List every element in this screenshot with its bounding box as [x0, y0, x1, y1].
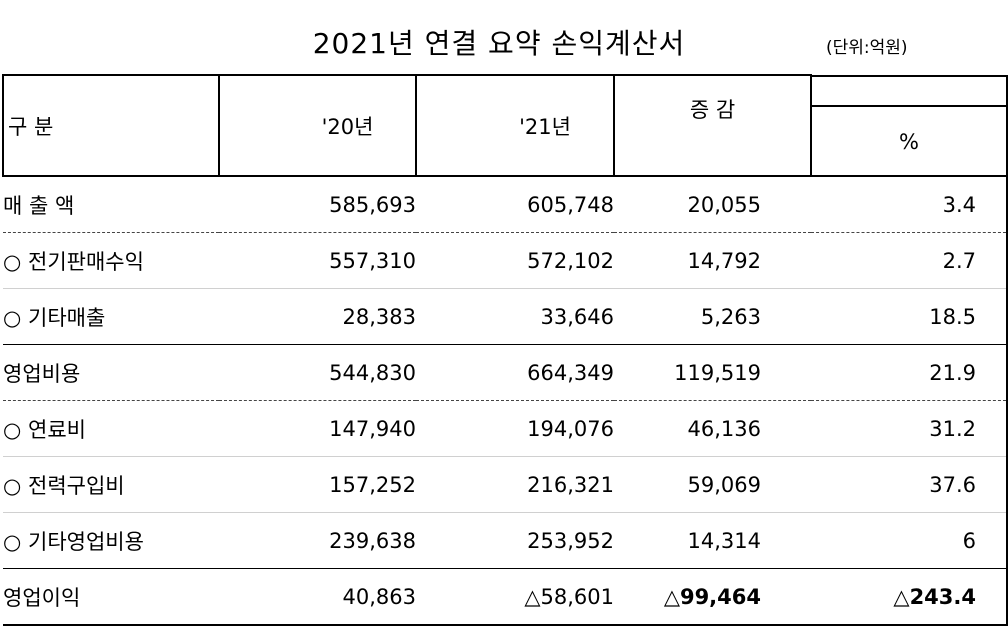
- value-2020: 557,310: [219, 232, 416, 289]
- value-percent: 31.2: [811, 400, 1008, 457]
- header-2020: '20년: [218, 74, 416, 177]
- value-change: 14,792: [614, 232, 811, 289]
- table-row: ○ 전력구입비 157,252 216,321 59,069 37.6: [3, 456, 1008, 513]
- income-statement-table: 구 분 '20년 '21년 증 감 % 매 출 액 585,693 605,74…: [2, 74, 1008, 626]
- value-percent: △243.4: [811, 568, 1008, 626]
- row-label: ○ 기타영업비용: [3, 512, 219, 569]
- value-2020: 544,830: [219, 344, 416, 401]
- table-row: ○ 기타영업비용 239,638 253,952 14,314 6: [3, 512, 1008, 569]
- value-percent: 21.9: [811, 344, 1008, 401]
- value-2021: 33,646: [416, 288, 614, 345]
- table-row: ○ 연료비 147,940 194,076 46,136 31.2: [3, 400, 1008, 457]
- header-2021: '21년: [415, 74, 614, 177]
- value-2020: 157,252: [219, 456, 416, 513]
- value-2021: 194,076: [416, 400, 614, 457]
- header-percent-top-rule: [812, 75, 1006, 77]
- value-2020: 40,863: [219, 568, 416, 626]
- value-2020: 239,638: [219, 512, 416, 569]
- unit-label: (단위:억원): [826, 38, 908, 58]
- value-2021: △58,601: [416, 568, 614, 626]
- value-2021: 605,748: [416, 176, 614, 233]
- row-label: ○ 전력구입비: [3, 456, 219, 513]
- page-title-text: 2021년 연결 요약 손익계산서: [312, 27, 686, 60]
- table-row: ○ 전기판매수익 557,310 572,102 14,792 2.7: [3, 232, 1008, 289]
- value-percent: 2.7: [811, 232, 1008, 289]
- value-change: 14,314: [614, 512, 811, 569]
- value-percent: 37.6: [811, 456, 1008, 513]
- row-label: 영업이익: [3, 568, 219, 626]
- value-2020: 147,940: [219, 400, 416, 457]
- value-percent: 3.4: [811, 176, 1008, 233]
- header-change: 증 감: [613, 74, 811, 177]
- header-row: 구 분 '20년 '21년 증 감 %: [2, 74, 1008, 177]
- value-2021: 216,321: [416, 456, 614, 513]
- value-2021: 664,349: [416, 344, 614, 401]
- page-title: 2021년 연결 요약 손익계산서: [0, 22, 1008, 62]
- table-row: 영업비용 544,830 664,349 119,519 21.9: [3, 344, 1008, 401]
- row-label: 매 출 액: [3, 176, 219, 233]
- value-2020: 28,383: [219, 288, 416, 345]
- value-change: 20,055: [614, 176, 811, 233]
- header-percent: %: [899, 130, 919, 154]
- table-row: ○ 기타매출 28,383 33,646 5,263 18.5: [3, 288, 1008, 345]
- row-label: 영업비용: [3, 344, 219, 401]
- row-label: ○ 연료비: [3, 400, 219, 457]
- header-category: 구 분: [2, 74, 219, 177]
- value-change: 59,069: [614, 456, 811, 513]
- value-2021: 572,102: [416, 232, 614, 289]
- value-percent: 18.5: [811, 288, 1008, 345]
- table-row: 영업이익 40,863 △58,601 △99,464 △243.4: [3, 568, 1008, 626]
- value-percent: 6: [811, 512, 1008, 569]
- value-change: △99,464: [614, 568, 811, 626]
- value-change: 46,136: [614, 400, 811, 457]
- header-percent-divider: [812, 105, 1006, 107]
- row-label: ○ 전기판매수익: [3, 232, 219, 289]
- table-row: 매 출 액 585,693 605,748 20,055 3.4: [3, 176, 1008, 233]
- header-percent-cell: %: [810, 75, 1008, 177]
- value-2020: 585,693: [219, 176, 416, 233]
- row-label: ○ 기타매출: [3, 288, 219, 345]
- value-change: 5,263: [614, 288, 811, 345]
- value-change: 119,519: [614, 344, 811, 401]
- value-2021: 253,952: [416, 512, 614, 569]
